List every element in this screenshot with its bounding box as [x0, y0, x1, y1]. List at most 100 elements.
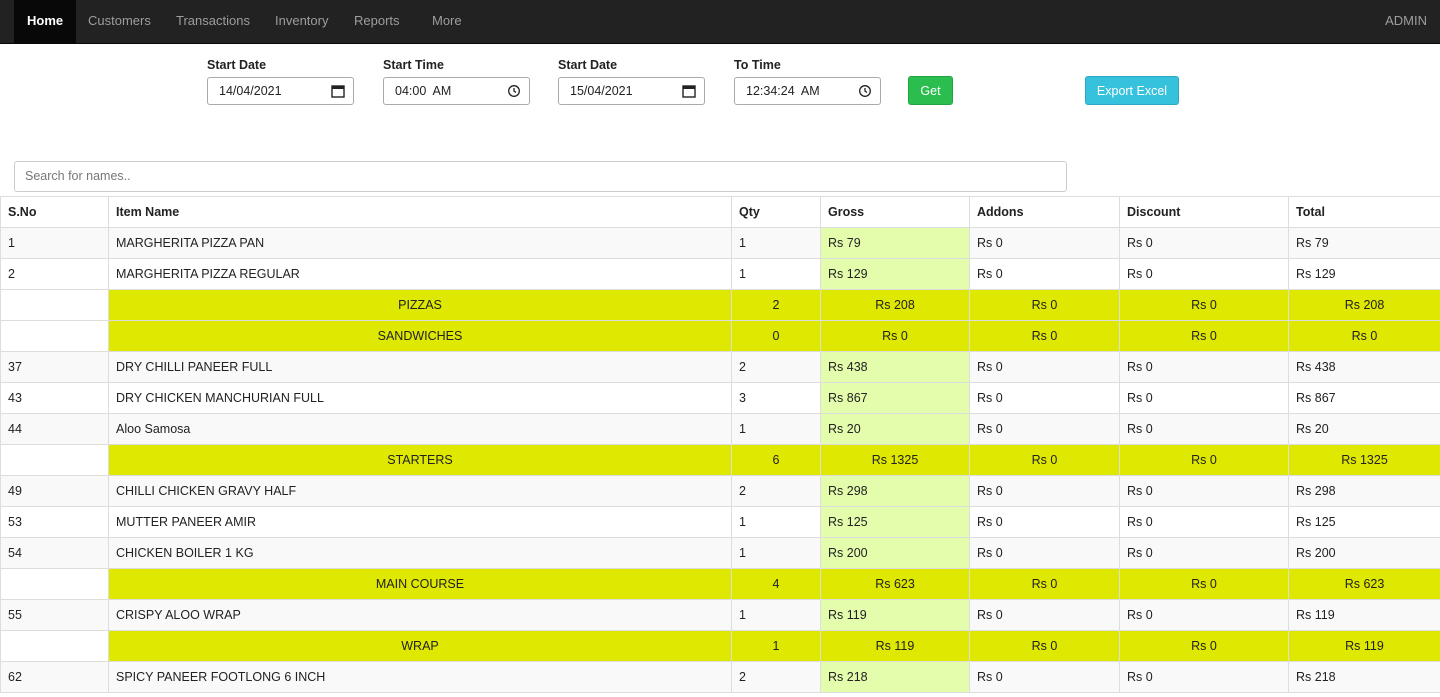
cell-name: MAIN COURSE	[108, 568, 732, 600]
cell-name: CHICKEN BOILER 1 KG	[108, 537, 732, 569]
cell-gross: Rs 200	[820, 537, 970, 569]
cell-total: Rs 200	[1288, 537, 1440, 569]
nav-reports[interactable]: Reports	[354, 13, 400, 28]
start-time-group: Start Time 04:00 AM	[383, 58, 530, 105]
cell-gross: Rs 438	[820, 351, 970, 383]
table-row: 54 CHICKEN BOILER 1 KG 1 Rs 200 Rs 0 Rs 0 Rs 2…	[0, 537, 1440, 569]
cell-qty: 1	[731, 227, 821, 259]
export-excel-button[interactable]: Export Excel	[1085, 76, 1179, 105]
cell-discount: Rs 0	[1119, 599, 1289, 631]
cell-addons: Rs 0	[969, 568, 1120, 600]
cell-total: Rs 623	[1288, 568, 1440, 600]
nav-admin[interactable]: ADMIN	[1385, 13, 1427, 28]
cell-discount: Rs 0	[1119, 475, 1289, 507]
table-row: 49 CHILLI CHICKEN GRAVY HALF 2 Rs 298 Rs 0 Rs…	[0, 475, 1440, 507]
cell-sno: 49	[0, 475, 109, 507]
cell-discount: Rs 0	[1119, 351, 1289, 383]
cell-total: Rs 438	[1288, 351, 1440, 383]
cell-discount: Rs 0	[1119, 289, 1289, 321]
cell-addons: Rs 0	[969, 289, 1120, 321]
calendar-icon[interactable]	[331, 84, 345, 98]
to-time-input[interactable]: 12:34:24 AM	[734, 77, 881, 105]
cell-qty: 2	[731, 351, 821, 383]
cell-gross: Rs 867	[820, 382, 970, 414]
cell-name: WRAP	[108, 630, 732, 662]
cell-sno: 54	[0, 537, 109, 569]
nav-inventory[interactable]: Inventory	[275, 13, 329, 28]
header-discount: Discount	[1119, 196, 1289, 228]
nav-customers[interactable]: Customers	[88, 13, 151, 28]
table-row: 53 MUTTER PANEER AMIR 1 Rs 125 Rs 0 Rs 0 Rs 12…	[0, 506, 1440, 538]
cell-sno	[0, 630, 109, 662]
cell-qty: 1	[731, 599, 821, 631]
cell-gross: Rs 208	[820, 289, 970, 321]
category-subtotal-row: MAIN COURSE 4 Rs 623 Rs 0 Rs 0 Rs 623	[0, 568, 1440, 600]
cell-sno: 43	[0, 382, 109, 414]
start-date-value: 14/04/2021	[219, 84, 282, 98]
table-row: 2 MARGHERITA PIZZA REGULAR 1 Rs 129 Rs 0 Rs 0…	[0, 258, 1440, 290]
clock-icon[interactable]	[858, 84, 872, 98]
cell-discount: Rs 0	[1119, 537, 1289, 569]
cell-addons: Rs 0	[969, 444, 1120, 476]
cell-total: Rs 218	[1288, 661, 1440, 693]
top-navbar: Home Customers Transactions Inventory Re…	[0, 0, 1440, 44]
cell-qty: 1	[731, 413, 821, 445]
cell-qty: 4	[731, 568, 821, 600]
header-total: Total	[1288, 196, 1440, 228]
cell-name: MARGHERITA PIZZA REGULAR	[108, 258, 732, 290]
category-subtotal-row: PIZZAS 2 Rs 208 Rs 0 Rs 0 Rs 208	[0, 289, 1440, 321]
start-time-input[interactable]: 04:00 AM	[383, 77, 530, 105]
cell-name: MUTTER PANEER AMIR	[108, 506, 732, 538]
search-input[interactable]: Search for names..	[14, 161, 1067, 192]
clock-icon[interactable]	[507, 84, 521, 98]
end-date-group: Start Date 15/04/2021	[558, 58, 705, 105]
cell-qty: 1	[731, 630, 821, 662]
table-row: 44 Aloo Samosa 1 Rs 20 Rs 0 Rs 0 Rs 20	[0, 413, 1440, 445]
cell-gross: Rs 218	[820, 661, 970, 693]
header-item-name: Item Name	[108, 196, 732, 228]
start-time-label: Start Time	[383, 58, 444, 72]
start-time-value: 04:00 AM	[395, 84, 452, 98]
cell-name: CHILLI CHICKEN GRAVY HALF	[108, 475, 732, 507]
nav-transactions[interactable]: Transactions	[176, 13, 250, 28]
start-date-label: Start Date	[207, 58, 267, 72]
table-row: 55 CRISPY ALOO WRAP 1 Rs 119 Rs 0 Rs 0 Rs 119	[0, 599, 1440, 631]
cell-total: Rs 20	[1288, 413, 1440, 445]
cell-sno: 55	[0, 599, 109, 631]
cell-total: Rs 119	[1288, 599, 1440, 631]
end-date-label: Start Date	[558, 58, 618, 72]
cell-total: Rs 1325	[1288, 444, 1440, 476]
header-sno: S.No	[0, 196, 109, 228]
cell-qty: 1	[731, 506, 821, 538]
cell-addons: Rs 0	[969, 258, 1120, 290]
sales-report-table: S.No Item Name Qty Gross Addons Discount…	[0, 196, 1440, 693]
cell-sno: 2	[0, 258, 109, 290]
cell-addons: Rs 0	[969, 599, 1120, 631]
cell-gross: Rs 119	[820, 599, 970, 631]
cell-sno	[0, 289, 109, 321]
end-date-value: 15/04/2021	[570, 84, 633, 98]
nav-home[interactable]: Home	[14, 0, 77, 43]
cell-name: Aloo Samosa	[108, 413, 732, 445]
cell-total: Rs 298	[1288, 475, 1440, 507]
header-gross: Gross	[820, 196, 970, 228]
cell-sno: 62	[0, 661, 109, 693]
cell-total: Rs 79	[1288, 227, 1440, 259]
cell-qty: 0	[731, 320, 821, 352]
calendar-icon[interactable]	[682, 84, 696, 98]
to-time-group: To Time 12:34:24 AM	[734, 58, 881, 105]
table-header-row: S.No Item Name Qty Gross Addons Discount…	[0, 196, 1440, 228]
cell-addons: Rs 0	[969, 537, 1120, 569]
start-date-input[interactable]: 14/04/2021	[207, 77, 354, 105]
cell-discount: Rs 0	[1119, 413, 1289, 445]
cell-total: Rs 119	[1288, 630, 1440, 662]
cell-name: SPICY PANEER FOOTLONG 6 INCH	[108, 661, 732, 693]
nav-more[interactable]: More	[432, 13, 462, 28]
cell-discount: Rs 0	[1119, 320, 1289, 352]
get-button[interactable]: Get	[908, 76, 953, 105]
end-date-input[interactable]: 15/04/2021	[558, 77, 705, 105]
cell-gross: Rs 298	[820, 475, 970, 507]
cell-addons: Rs 0	[969, 320, 1120, 352]
cell-sno: 53	[0, 506, 109, 538]
